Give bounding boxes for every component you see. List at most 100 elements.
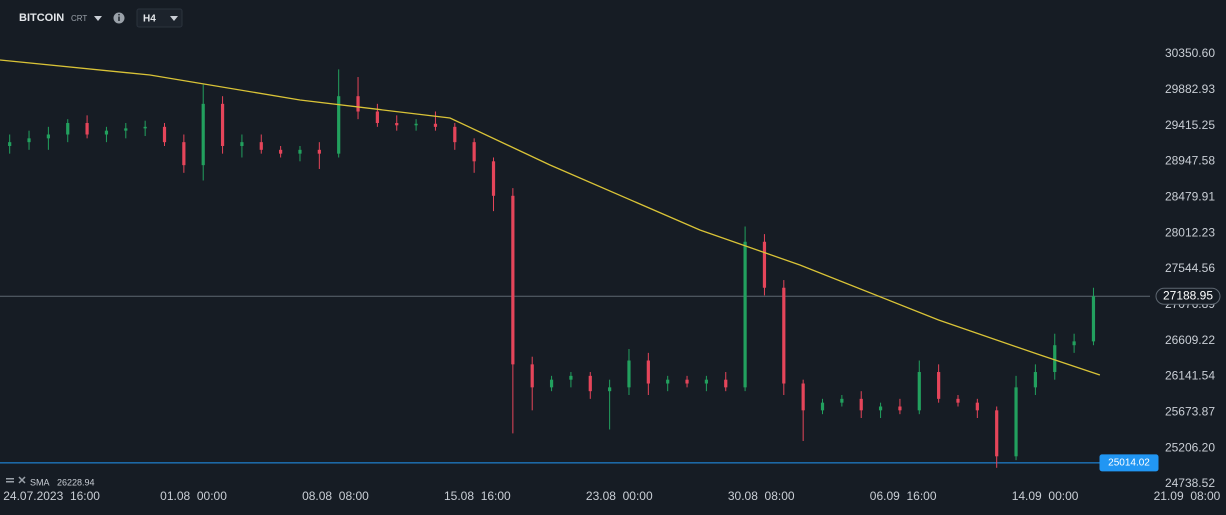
sma-legend-name: SMA bbox=[30, 477, 50, 487]
candle-body bbox=[395, 123, 399, 126]
y-tick-label: 26609.22 bbox=[1165, 333, 1215, 347]
candle-body bbox=[801, 383, 805, 411]
candle-body bbox=[337, 96, 341, 154]
price-label-box bbox=[1099, 454, 1159, 472]
info-icon-bar bbox=[118, 16, 120, 21]
candle-body bbox=[1033, 372, 1037, 388]
y-tick-label: 25673.87 bbox=[1165, 405, 1215, 419]
y-tick-label: 26141.54 bbox=[1165, 369, 1215, 383]
candle-body bbox=[240, 142, 244, 146]
y-tick-label: 24738.52 bbox=[1165, 476, 1215, 490]
candle-body bbox=[995, 410, 999, 457]
candle-body bbox=[782, 287, 786, 384]
y-tick-label: 28012.23 bbox=[1165, 225, 1215, 239]
x-tick-label: 06.09 16:00 bbox=[870, 489, 937, 503]
candle-body bbox=[453, 126, 457, 143]
candle-body bbox=[859, 398, 863, 411]
y-tick-label: 30350.60 bbox=[1165, 46, 1215, 60]
y-tick-label: 28479.91 bbox=[1165, 190, 1215, 204]
symbol-market: CRT bbox=[71, 14, 87, 23]
candle-body bbox=[1053, 345, 1057, 373]
candle-body bbox=[937, 372, 941, 399]
candle-body bbox=[685, 379, 689, 384]
y-tick-label: 29882.93 bbox=[1165, 82, 1215, 96]
price-label-box bbox=[1155, 287, 1221, 305]
candle-body bbox=[356, 96, 360, 112]
candle-body bbox=[27, 138, 31, 143]
candle-body bbox=[433, 123, 438, 127]
timeframe-dropdown[interactable] bbox=[170, 16, 178, 21]
sma-line bbox=[0, 59, 1101, 376]
x-tick-label: 08.08 08:00 bbox=[302, 489, 369, 503]
y-tick-label: 25206.20 bbox=[1165, 440, 1215, 454]
candle-body bbox=[259, 142, 263, 150]
candle-body bbox=[530, 364, 534, 388]
candle-body bbox=[646, 360, 650, 384]
candle-body bbox=[608, 387, 612, 392]
candle-body bbox=[878, 406, 883, 411]
x-tick-label: 21.09 08:00 bbox=[1154, 489, 1221, 503]
price-label: 27188.95 bbox=[1163, 288, 1213, 302]
candle-body bbox=[743, 241, 747, 388]
candle-body bbox=[820, 402, 825, 411]
candle-body bbox=[840, 398, 844, 403]
candle-body bbox=[298, 149, 302, 154]
price-label: 25014.02 bbox=[1108, 458, 1150, 469]
plot bbox=[0, 59, 1150, 468]
candle-body bbox=[975, 402, 979, 411]
candle-body bbox=[104, 130, 109, 135]
candle-body bbox=[762, 241, 767, 288]
candle-body bbox=[317, 149, 321, 154]
candle-body bbox=[1014, 387, 1018, 457]
y-tick-label: 28947.58 bbox=[1165, 154, 1215, 168]
candle-body bbox=[201, 103, 205, 166]
sma-legend-value: 26228.94 bbox=[57, 477, 95, 487]
candle-body bbox=[85, 123, 89, 135]
sma-legend-icons bbox=[6, 476, 26, 484]
symbol[interactable]: BITCOIN bbox=[19, 12, 64, 24]
candle-body bbox=[956, 398, 960, 403]
candle-body bbox=[472, 142, 476, 162]
x-tick-label: 14.09 00:00 bbox=[1012, 489, 1079, 503]
candle-body bbox=[704, 379, 708, 384]
x-tick-label: 01.08 00:00 bbox=[160, 489, 227, 503]
candle-body bbox=[8, 142, 12, 146]
candle-body bbox=[627, 360, 631, 388]
x-tick-label: 24.07.2023 16:00 bbox=[3, 489, 100, 503]
y-tick-label: 27544.56 bbox=[1165, 261, 1215, 275]
timeframe: H4 bbox=[143, 14, 156, 25]
candle-body bbox=[666, 379, 670, 384]
symbol-dropdown[interactable] bbox=[94, 16, 102, 21]
candle-body bbox=[124, 128, 128, 131]
legend-close[interactable] bbox=[18, 476, 26, 484]
candle-body bbox=[143, 126, 147, 129]
candle-body bbox=[511, 195, 515, 365]
candle-body bbox=[46, 134, 50, 139]
candle-body bbox=[549, 379, 554, 388]
legend-icon bbox=[6, 481, 14, 483]
x-tick-label: 30.08 08:00 bbox=[728, 489, 795, 503]
candle-body bbox=[182, 142, 186, 166]
candle-body bbox=[588, 375, 592, 392]
candle-body bbox=[414, 123, 418, 126]
candle-body bbox=[569, 375, 573, 380]
x-tick-label: 23.08 00:00 bbox=[586, 489, 653, 503]
timeframe-select[interactable] bbox=[136, 8, 183, 28]
candle-body bbox=[220, 103, 225, 146]
candle-body bbox=[1072, 341, 1076, 346]
y-tick-label: 29415.25 bbox=[1165, 118, 1215, 132]
candle-body bbox=[66, 123, 70, 135]
candle-body bbox=[491, 161, 496, 196]
candle-body bbox=[724, 379, 728, 388]
x-tick-label: 15.08 16:00 bbox=[444, 489, 511, 503]
candle-body bbox=[162, 126, 167, 143]
candle-body bbox=[917, 372, 921, 411]
candle-body bbox=[279, 149, 283, 154]
legend-icon[interactable] bbox=[6, 478, 14, 480]
info-icon-dot bbox=[118, 14, 120, 16]
candle-body bbox=[375, 111, 379, 124]
candle-body bbox=[1091, 296, 1096, 342]
